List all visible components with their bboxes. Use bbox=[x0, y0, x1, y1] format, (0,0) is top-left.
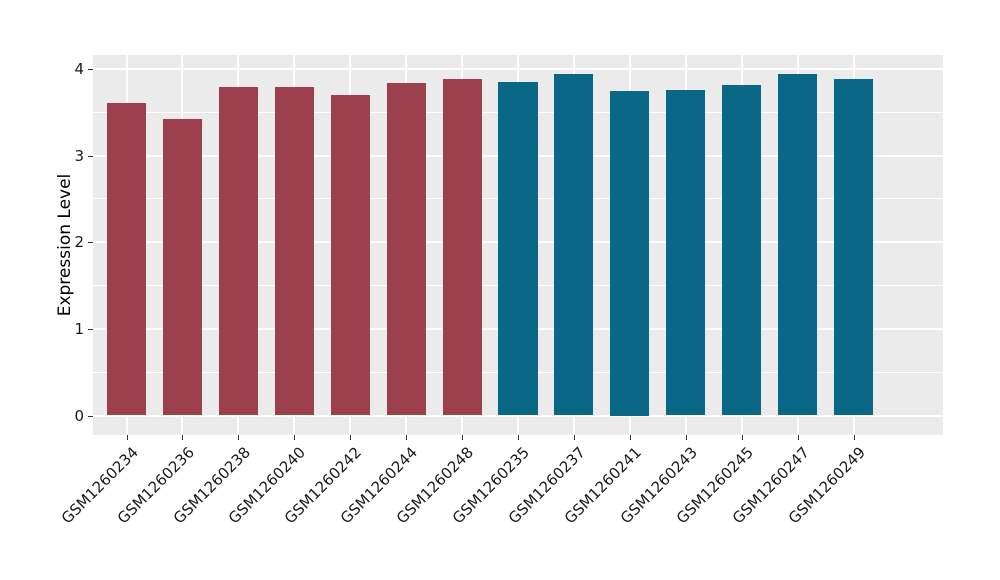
bar-GSM1260249 bbox=[833, 78, 874, 416]
x-axis-tick bbox=[294, 435, 296, 440]
y-axis-tick-label: 3 bbox=[74, 146, 84, 165]
y-axis-tick-label: 1 bbox=[74, 319, 84, 338]
x-axis-tick bbox=[741, 435, 743, 440]
x-axis-tick bbox=[462, 435, 464, 440]
bar-GSM1260247 bbox=[778, 74, 818, 416]
x-axis-tick bbox=[573, 435, 575, 440]
y-axis-tick bbox=[88, 155, 93, 157]
x-axis-tick bbox=[629, 435, 631, 440]
x-axis-tick bbox=[797, 435, 799, 440]
bar-GSM1260240 bbox=[274, 87, 314, 416]
bar-GSM1260236 bbox=[162, 119, 203, 416]
bar-GSM1260238 bbox=[218, 87, 258, 416]
x-axis-tick bbox=[853, 435, 855, 440]
bar-GSM1260237 bbox=[554, 74, 594, 416]
y-axis-tick bbox=[88, 328, 93, 330]
bar-GSM1260235 bbox=[498, 81, 538, 416]
bar-GSM1260245 bbox=[722, 85, 762, 416]
y-axis-tick bbox=[88, 415, 93, 417]
bar-GSM1260234 bbox=[106, 102, 147, 416]
x-axis-tick bbox=[182, 435, 184, 440]
bar-GSM1260244 bbox=[386, 82, 426, 416]
bar-GSM1260248 bbox=[442, 79, 482, 416]
y-axis-tick-label: 0 bbox=[74, 406, 84, 425]
bar-GSM1260242 bbox=[330, 94, 370, 416]
x-axis-tick bbox=[518, 435, 519, 440]
x-axis-tick bbox=[126, 435, 128, 440]
x-axis-tick bbox=[685, 435, 687, 440]
y-axis-tick-label: 4 bbox=[74, 60, 84, 78]
y-axis-tick bbox=[88, 242, 93, 244]
plot-panel bbox=[93, 55, 943, 435]
y-axis-tick-label: 2 bbox=[74, 233, 84, 252]
bar-GSM1260243 bbox=[666, 89, 706, 416]
x-axis-tick bbox=[406, 435, 408, 440]
x-axis-tick bbox=[238, 435, 240, 440]
y-axis-tick bbox=[88, 69, 93, 70]
x-axis-tick bbox=[350, 435, 352, 440]
bar-GSM1260241 bbox=[610, 90, 650, 416]
